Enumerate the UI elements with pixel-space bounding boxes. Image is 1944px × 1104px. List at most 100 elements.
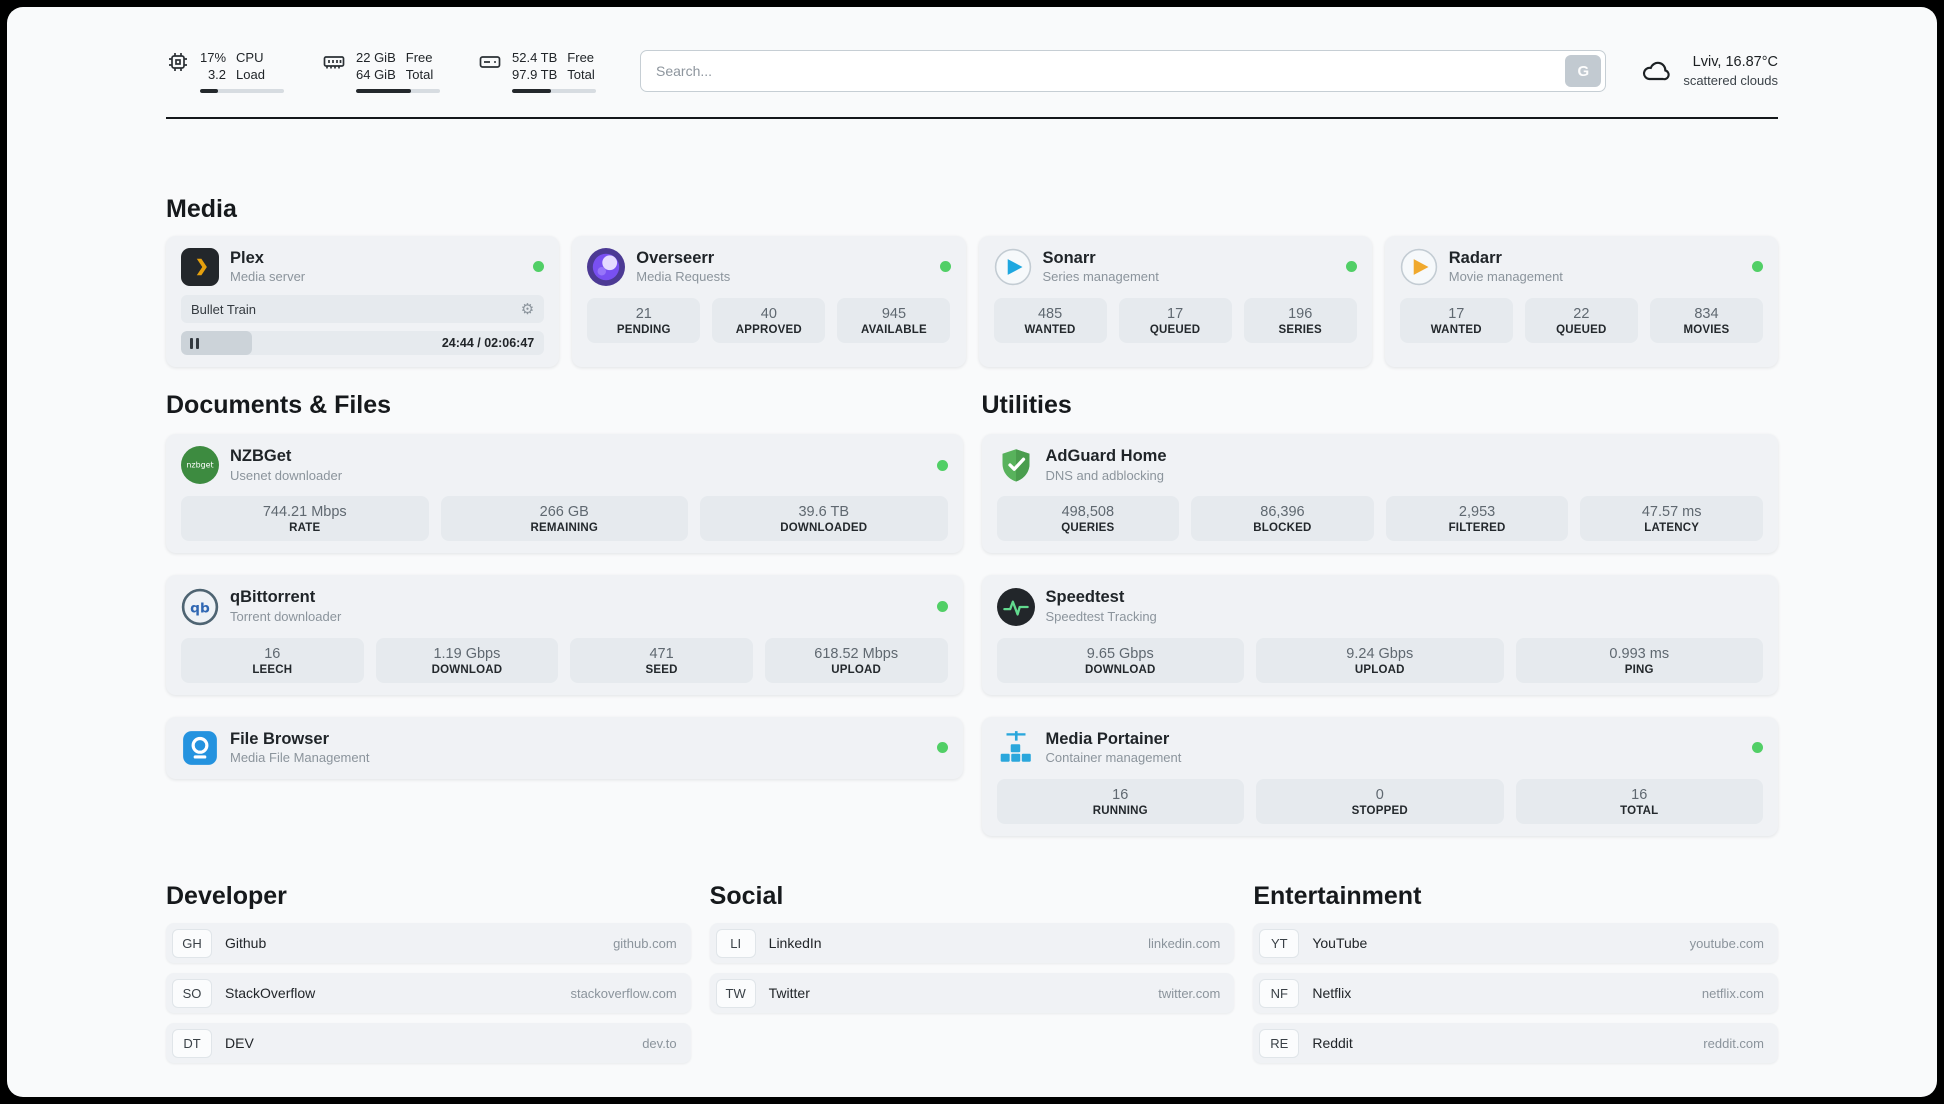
app-subtitle: Torrent downloader	[230, 608, 342, 624]
stat-label: WANTED	[1024, 324, 1076, 337]
bookmark-row[interactable]: YT YouTube youtube.com	[1253, 923, 1778, 964]
svg-text:nzbget: nzbget	[186, 461, 213, 470]
stat-label: PENDING	[616, 324, 671, 337]
pause-icon[interactable]	[190, 337, 199, 349]
section-title-documents: Documents & Files	[166, 391, 392, 420]
stat-value: 1.19 Gbps	[433, 645, 501, 662]
bookmark-row[interactable]: SO StackOverflow stackoverflow.com	[166, 973, 691, 1014]
section-title-developer: Developer	[166, 882, 287, 911]
app-card-portainer[interactable]: Media Portainer Container management 16 R…	[981, 716, 1778, 837]
plex-progress-bar[interactable]: 24:44 / 02:06:47	[181, 331, 545, 356]
app-subtitle: Media Requests	[636, 269, 731, 285]
stat-box: 498,508 QUERIES	[996, 496, 1180, 542]
portainer-stats: 16 RUNNING 0 STOPPED 16 TOTAL	[996, 779, 1763, 825]
stat-box: 945 AVAILABLE	[837, 298, 951, 344]
bookmark-row[interactable]: TW Twitter twitter.com	[709, 973, 1235, 1014]
stat-value: 744.21 Mbps	[262, 504, 347, 521]
stat-label: AVAILABLE	[860, 324, 927, 337]
app-card-qbittorrent[interactable]: qb qBittorrent Torrent downloader 16 LEEC…	[166, 575, 963, 695]
app-name: Plex	[230, 248, 264, 267]
cpu-load-value: 3.2	[207, 66, 227, 82]
status-dot	[1752, 261, 1763, 273]
nzbget-stats: 744.21 Mbps RATE 266 GB REMAINING 39.6 TB DOW…	[181, 496, 948, 542]
cpu-icon	[166, 50, 190, 74]
cpu-usage-value: 17%	[200, 50, 227, 65]
section-documents: Documents & Files nzbget NZBGet	[166, 391, 963, 836]
stat-value: 22	[1573, 306, 1590, 323]
disk-widget: 52.4 TB 97.9 TB Free Total	[478, 50, 596, 93]
stat-box: 618.52 Mbps UPLOAD	[764, 637, 948, 683]
stat-label: SEED	[645, 663, 678, 676]
bookmark-abbr: LI	[715, 928, 756, 958]
app-subtitle: Media File Management	[230, 750, 370, 766]
stat-box: 266 GB REMAINING	[440, 496, 688, 542]
stat-label: QUERIES	[1061, 522, 1115, 535]
stat-value: 16	[264, 645, 281, 662]
bookmark-abbr: SO	[172, 978, 212, 1008]
app-name: Overseerr	[636, 248, 715, 267]
stat-label: BLOCKED	[1253, 522, 1312, 535]
stat-label: DOWNLOAD	[1084, 663, 1156, 676]
bookmark-row[interactable]: GH Github github.com	[166, 923, 691, 964]
weather-widget: Lviv, 16.87°C scattered clouds	[1640, 53, 1778, 90]
app-card-nzbget[interactable]: nzbget NZBGet Usenet downloader 744.21 M…	[166, 434, 963, 554]
plex-progress-fill	[181, 331, 252, 356]
bookmark-row[interactable]: LI LinkedIn linkedin.com	[709, 923, 1235, 964]
bookmark-label: Netflix	[1312, 985, 1352, 1002]
memory-widget: 22 GiB 64 GiB Free Total	[322, 50, 440, 93]
stat-box: 86,396 BLOCKED	[1191, 496, 1374, 542]
section-title-media: Media	[166, 194, 237, 223]
stat-box: 471 SEED	[570, 637, 753, 683]
stat-box: 17 WANTED	[1399, 298, 1513, 344]
entertainment-bookmarks: YT YouTube youtube.com NF Netflix netflix.com…	[1253, 923, 1778, 1064]
app-card-adguard[interactable]: AdGuard Home DNS and adblocking 498,508 Q…	[981, 434, 1778, 554]
app-subtitle: Container management	[1045, 750, 1182, 766]
stat-box: 9.65 Gbps DOWNLOAD	[996, 637, 1244, 683]
stat-box: 0 STOPPED	[1256, 779, 1504, 825]
bookmark-row[interactable]: NF Netflix netflix.com	[1253, 973, 1778, 1014]
memory-usage-bar	[356, 88, 440, 93]
stat-box: 21 PENDING	[587, 298, 701, 344]
stat-value: 266 GB	[539, 504, 589, 521]
bookmark-label: LinkedIn	[768, 935, 822, 952]
stat-value: 16	[1631, 787, 1648, 804]
stat-value: 9.65 Gbps	[1086, 645, 1154, 662]
stat-label: SERIES	[1278, 324, 1322, 337]
bookmark-row[interactable]: RE Reddit reddit.com	[1253, 1023, 1778, 1064]
sonarr-icon	[994, 248, 1032, 286]
stat-value: 21	[635, 306, 652, 323]
stat-box: 0.993 ms PING	[1515, 637, 1763, 683]
stat-value: 40	[760, 306, 777, 323]
app-subtitle: Usenet downloader	[230, 467, 343, 483]
app-card-radarr[interactable]: Radarr Movie management 17 WANTED 22 QUEUED…	[1384, 235, 1778, 368]
search-input[interactable]	[640, 50, 1607, 93]
qbittorrent-stats: 16 LEECH 1.19 Gbps DOWNLOAD 471 SEED 618.52 Mb…	[181, 637, 948, 683]
gear-icon[interactable]: ⚙	[520, 301, 535, 319]
app-card-speedtest[interactable]: Speedtest Speedtest Tracking 9.65 Gbps DO…	[981, 575, 1778, 695]
search-engine-button[interactable]: G	[1565, 55, 1602, 88]
section-title-utilities: Utilities	[981, 391, 1072, 420]
bookmark-abbr: TW	[715, 978, 756, 1008]
memory-free-label: Free	[405, 50, 433, 65]
stat-box: 485 WANTED	[993, 298, 1107, 344]
stat-label: STOPPED	[1351, 805, 1408, 818]
app-name: AdGuard Home	[1045, 447, 1167, 466]
app-card-plex[interactable]: Plex Media server Bullet Train ⚙ 24:44	[166, 235, 560, 368]
bookmark-row[interactable]: DT DEV dev.to	[166, 1023, 691, 1064]
app-card-overseerr[interactable]: Overseerr Media Requests 21 PENDING 40 APPR…	[572, 235, 966, 368]
stat-box: 744.21 Mbps RATE	[181, 496, 429, 542]
stat-label: TOTAL	[1620, 805, 1659, 818]
app-subtitle: DNS and adblocking	[1045, 467, 1165, 483]
portainer-icon	[997, 729, 1035, 767]
status-dot	[533, 261, 545, 273]
bookmark-abbr: RE	[1259, 1028, 1300, 1058]
section-entertainment: Entertainment YT YouTube youtube.com NF Netf…	[1253, 882, 1778, 1064]
overseerr-stats: 21 PENDING 40 APPROVED 945 AVAILABLE	[587, 298, 951, 344]
stat-value: 47.57 ms	[1641, 504, 1702, 521]
app-card-filebrowser[interactable]: File Browser Media File Management	[166, 716, 963, 780]
section-social: Social LI LinkedIn linkedin.com TW Twitter tw…	[709, 882, 1235, 1063]
radarr-stats: 17 WANTED 22 QUEUED 834 MOVIES	[1399, 298, 1763, 344]
disk-icon	[478, 50, 502, 74]
app-card-sonarr[interactable]: Sonarr Series management 485 WANTED 17 QUEU…	[978, 235, 1372, 368]
bookmark-url: stackoverflow.com	[570, 985, 677, 1001]
